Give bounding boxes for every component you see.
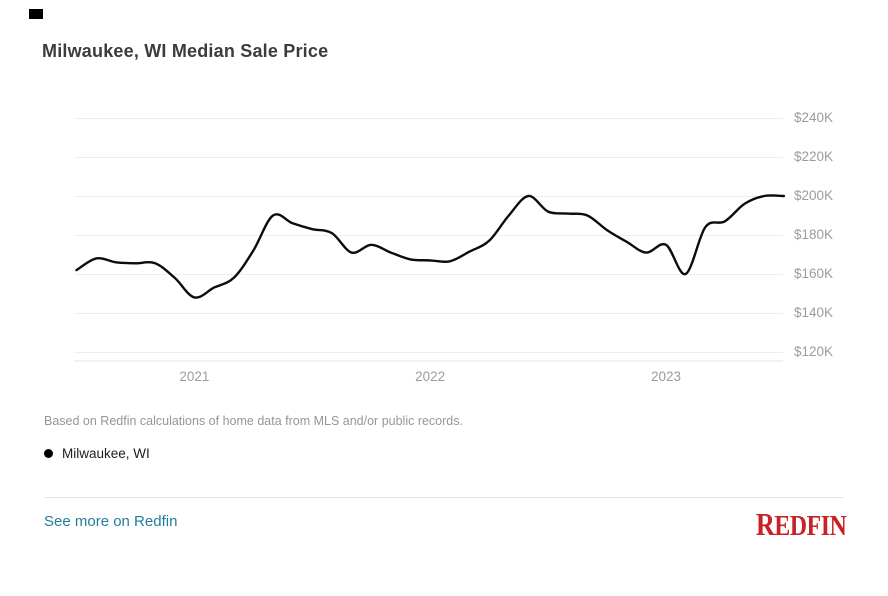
gridline xyxy=(74,196,783,197)
footer-divider xyxy=(44,497,844,498)
legend-label: Milwaukee, WI xyxy=(62,446,150,461)
gridline xyxy=(74,235,783,236)
y-tick-label: $200K xyxy=(794,188,834,203)
gridline xyxy=(74,157,783,158)
redfin-logo-rest: EDFIN xyxy=(774,510,846,542)
x-tick-label: 2023 xyxy=(650,369,682,384)
y-tick-label: $120K xyxy=(794,344,834,359)
cursor-artifact xyxy=(29,9,43,19)
see-more-link[interactable]: See more on Redfin xyxy=(44,513,178,530)
x-axis-line xyxy=(74,360,783,362)
data-source-footnote: Based on Redfin calculations of home dat… xyxy=(44,414,463,428)
legend: Milwaukee, WI xyxy=(44,446,150,461)
chart-title: Milwaukee, WI Median Sale Price xyxy=(42,41,329,61)
price-line xyxy=(75,194,786,299)
gridline xyxy=(74,118,783,119)
legend-dot-icon xyxy=(44,449,53,458)
gridline xyxy=(74,313,783,314)
y-tick-label: $140K xyxy=(794,305,834,320)
x-tick-label: 2022 xyxy=(415,369,446,384)
y-tick-label: $220K xyxy=(794,149,834,164)
y-tick-label: $240K xyxy=(794,110,834,125)
median-sale-price-chart: $240K $220K $200K $180K $160K $140K $120K 2021… xyxy=(74,110,834,384)
redfin-logo[interactable]: REDFIN xyxy=(755,506,847,543)
gridline xyxy=(74,352,783,353)
redfin-logo-initial: R xyxy=(755,506,775,542)
y-tick-label: $180K xyxy=(794,227,834,242)
x-tick-label: 2021 xyxy=(179,369,210,384)
gridline xyxy=(74,274,783,275)
y-tick-label: $160K xyxy=(794,266,834,281)
price-line-svg xyxy=(75,194,786,299)
